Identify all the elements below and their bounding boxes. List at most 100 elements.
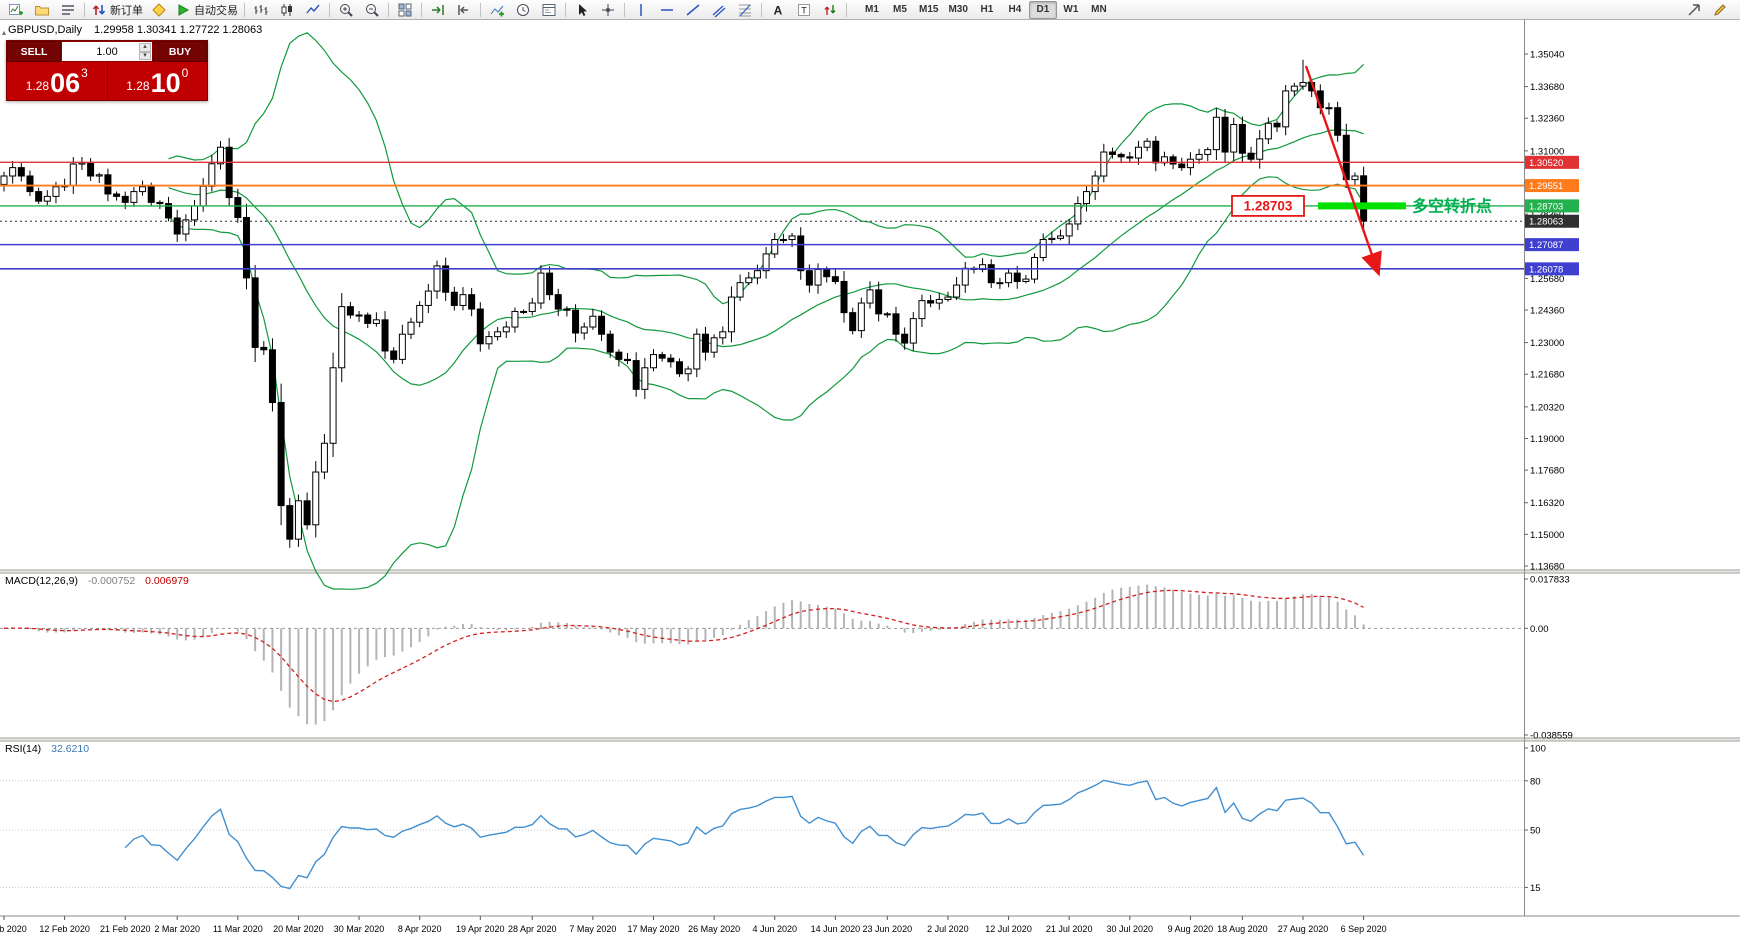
zoom-out-button[interactable] bbox=[359, 0, 385, 20]
timeframe-switcher: M1 M5 M15 M30 H1 H4 D1 W1 MN bbox=[858, 0, 1113, 19]
svg-text:17 May 2020: 17 May 2020 bbox=[627, 924, 679, 934]
svg-text:23 Jun 2020: 23 Jun 2020 bbox=[863, 924, 913, 934]
buy-price-big: 10 bbox=[150, 68, 181, 98]
svg-text:1.16320: 1.16320 bbox=[1530, 498, 1564, 509]
volume-input[interactable]: 1.00 ▴ ▾ bbox=[62, 42, 152, 61]
volume-down-icon[interactable]: ▾ bbox=[139, 51, 151, 60]
horizontal-line-button[interactable] bbox=[654, 0, 680, 20]
templates-icon bbox=[542, 3, 556, 16]
timeframe-M15[interactable]: M15 bbox=[919, 4, 939, 15]
bar-chart-button[interactable] bbox=[248, 0, 274, 20]
svg-text:1.31000: 1.31000 bbox=[1530, 146, 1564, 157]
text-button[interactable]: A bbox=[765, 0, 791, 20]
svg-text:2 Jul 2020: 2 Jul 2020 bbox=[927, 924, 969, 934]
toolbar-separator bbox=[84, 2, 85, 17]
tile-windows-button[interactable] bbox=[392, 0, 418, 20]
timeframe-M5[interactable]: M5 bbox=[893, 4, 907, 15]
svg-text:15: 15 bbox=[1530, 883, 1541, 894]
toolbar-separator bbox=[244, 2, 245, 17]
macd-indicator-label: MACD(12,26,9) -0.000752 0.006979 bbox=[5, 575, 189, 587]
timeframe-H4[interactable]: H4 bbox=[1008, 4, 1022, 15]
toolbar-separator bbox=[480, 2, 481, 17]
templates-button[interactable] bbox=[536, 0, 562, 20]
quick-navigate-button[interactable] bbox=[1681, 0, 1707, 20]
svg-text:27 Aug 2020: 27 Aug 2020 bbox=[1278, 924, 1329, 934]
svg-text:100: 100 bbox=[1530, 744, 1546, 755]
sell-button[interactable]: SELL bbox=[7, 41, 61, 62]
svg-text:1.23000: 1.23000 bbox=[1530, 338, 1564, 349]
fibonacci-button[interactable] bbox=[732, 0, 758, 20]
toolbar-separator bbox=[388, 2, 389, 17]
one-click-header-row: SELL 1.00 ▴ ▾ BUY bbox=[7, 41, 207, 62]
svg-text:18 Aug 2020: 18 Aug 2020 bbox=[1217, 924, 1268, 934]
timeframe-M30[interactable]: M30 bbox=[948, 4, 968, 15]
volume-up-icon[interactable]: ▴ bbox=[139, 43, 151, 52]
chart-ohlc-values: 1.29958 1.30341 1.27722 1.28063 bbox=[94, 24, 263, 36]
chart-shift-button[interactable] bbox=[451, 0, 477, 20]
timeframe-H1[interactable]: H1 bbox=[980, 4, 994, 15]
edit-tools-button[interactable] bbox=[1707, 0, 1733, 20]
arrow-objects-button[interactable] bbox=[817, 0, 843, 20]
indicators-button[interactable] bbox=[484, 0, 510, 20]
new-chart-button[interactable] bbox=[3, 0, 29, 20]
svg-text:0.017833: 0.017833 bbox=[1530, 575, 1570, 586]
svg-text:80: 80 bbox=[1530, 776, 1541, 787]
candlestick-chart-button[interactable] bbox=[274, 0, 300, 20]
toolbar-separator bbox=[846, 2, 847, 17]
svg-text:4 Jun 2020: 4 Jun 2020 bbox=[752, 924, 797, 934]
rsi-value: 32.6210 bbox=[51, 743, 90, 755]
metaeditor-button[interactable] bbox=[146, 0, 172, 20]
price-chart-svg[interactable]: 1.350401.336801.323601.310001.296801.283… bbox=[0, 20, 1740, 942]
one-click-collapse-icon[interactable]: ▴ bbox=[2, 28, 7, 37]
new-order-button[interactable]: 新订单 bbox=[88, 0, 146, 20]
timeframe-MN[interactable]: MN bbox=[1091, 4, 1107, 15]
new-order-icon bbox=[92, 4, 106, 15]
profiles-icon bbox=[35, 5, 49, 15]
autotrading-button[interactable]: 自动交易 bbox=[172, 0, 241, 20]
svg-text:3 Feb 2020: 3 Feb 2020 bbox=[0, 924, 27, 934]
periods-button[interactable] bbox=[510, 0, 536, 20]
equidistant-channel-button[interactable] bbox=[706, 0, 732, 20]
vertical-line-button[interactable] bbox=[628, 0, 654, 20]
trendline-button[interactable] bbox=[680, 0, 706, 20]
line-chart-button[interactable] bbox=[300, 0, 326, 20]
timeframe-M1[interactable]: M1 bbox=[865, 4, 879, 15]
svg-text:30 Mar 2020: 30 Mar 2020 bbox=[334, 924, 385, 934]
svg-text:1.21680: 1.21680 bbox=[1530, 370, 1564, 381]
svg-text:1.24360: 1.24360 bbox=[1530, 306, 1564, 317]
chart-canvas[interactable]: 1.350401.336801.323601.310001.296801.283… bbox=[0, 20, 1740, 942]
cursor-button[interactable] bbox=[569, 0, 595, 20]
one-click-price-row: 1.28 06 3 1.28 10 0 bbox=[7, 62, 207, 100]
timeframe-W1[interactable]: W1 bbox=[1063, 4, 1079, 15]
text-label-icon: T bbox=[798, 3, 810, 16]
svg-text:11 Mar 2020: 11 Mar 2020 bbox=[213, 924, 263, 934]
profiles-button[interactable] bbox=[29, 0, 55, 20]
auto-scroll-button[interactable] bbox=[425, 0, 451, 20]
vertical-line-icon bbox=[640, 3, 642, 16]
svg-text:26 May 2020: 26 May 2020 bbox=[688, 924, 740, 934]
crosshair-button[interactable] bbox=[595, 0, 621, 20]
svg-text:1.28703: 1.28703 bbox=[1244, 198, 1293, 213]
text-label-button[interactable]: T bbox=[791, 0, 817, 20]
autotrading-icon bbox=[178, 3, 190, 16]
toolbar-separator bbox=[421, 2, 422, 17]
svg-text:1.19000: 1.19000 bbox=[1530, 434, 1564, 445]
indicators-icon bbox=[490, 5, 504, 16]
toolbar-separator bbox=[329, 2, 330, 17]
chart-list-button[interactable] bbox=[55, 0, 81, 20]
toolbar-separator bbox=[624, 2, 625, 17]
toolbar-right-group bbox=[1681, 0, 1733, 20]
timeframe-D1[interactable]: D1 bbox=[1028, 0, 1057, 19]
sell-price-base: 1.28 bbox=[25, 79, 50, 93]
zoom-in-button[interactable] bbox=[333, 0, 359, 20]
text-icon: A bbox=[774, 3, 783, 17]
svg-text:14 Jun 2020: 14 Jun 2020 bbox=[811, 924, 861, 934]
sell-price-big: 06 bbox=[50, 68, 81, 98]
trendline-icon bbox=[686, 3, 700, 16]
new-order-label: 新订单 bbox=[110, 4, 143, 17]
sell-price[interactable]: 1.28 06 3 bbox=[7, 62, 107, 100]
one-click-trading-panel: SELL 1.00 ▴ ▾ BUY 1.28 06 3 1.28 10 0 bbox=[6, 40, 208, 101]
buy-price[interactable]: 1.28 10 0 bbox=[106, 62, 208, 100]
buy-button[interactable]: BUY bbox=[153, 41, 207, 62]
svg-text:1.30520: 1.30520 bbox=[1529, 158, 1563, 169]
